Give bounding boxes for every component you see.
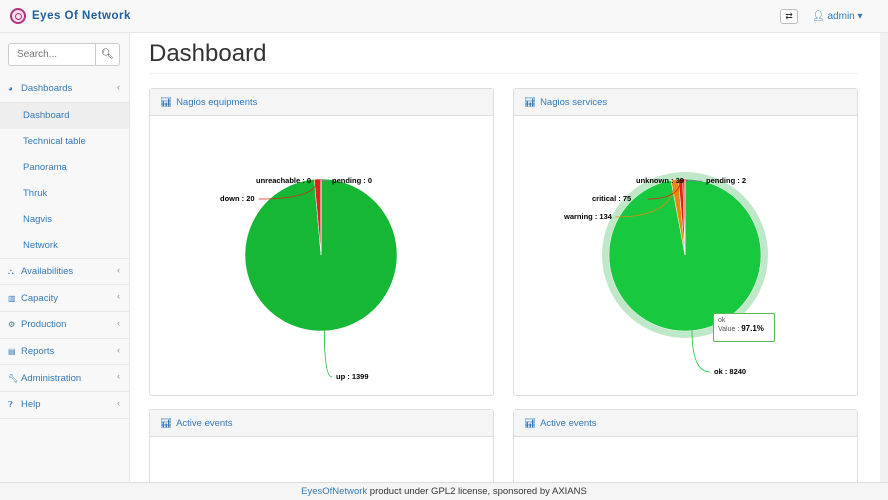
footer-text: product under GPL2 license, sponsored by… [367, 486, 587, 497]
toggle-view-button[interactable]: ⇄ [780, 9, 798, 24]
panel-title: Nagios services [540, 96, 608, 108]
tooltip-series: ok [718, 317, 726, 324]
tachometer-icon: ◕ [8, 84, 13, 94]
sidebar-subitem-technical-table[interactable]: Technical table [23, 136, 86, 148]
app-title: Eyes Of Network [32, 10, 131, 22]
bar-chart-icon: 📊︎ [524, 417, 537, 429]
sidebar-item-dashboards[interactable]: ◕ Dashboards ‹ [0, 76, 129, 103]
sidebar-item-label: Help [21, 399, 41, 411]
search-input[interactable] [9, 44, 95, 65]
sidebar-item-production[interactable]: ⚙ Production ‹ [0, 312, 129, 339]
sitemap-icon: ⛬ [8, 266, 14, 276]
file-icon: ▤ [8, 347, 16, 357]
sidebar-subitem-thruk[interactable]: Thruk [23, 188, 48, 200]
chevron-left-icon: ‹ [117, 264, 120, 275]
pie-label-connector [320, 178, 329, 182]
eyesofnetwork-link[interactable]: EyesOfNetwork [301, 486, 368, 497]
sidebar-item-reports[interactable]: ▤ Reports ‹ [0, 339, 129, 366]
sidebar-item-label: Availabilities [21, 266, 74, 278]
pie-label-connector [615, 179, 676, 218]
pie-label-unreachable: unreachable : 0 [256, 176, 312, 185]
chart-tooltip: ok Value : 97.1% [713, 313, 775, 342]
pie-label-unknown: unknown : 39 [636, 176, 684, 185]
sidebar-item-label: Dashboards [21, 83, 73, 95]
sidebar-item-label: Capacity [21, 292, 58, 304]
pie-label-down: down : 20 [220, 194, 255, 203]
pie-label-connector [647, 179, 681, 200]
user-menu[interactable]: 👤︎ admin ▾ [812, 11, 863, 22]
tooltip-label: Value : [718, 326, 740, 333]
sidebar-item-capacity[interactable]: ▥ Capacity ‹ [0, 285, 129, 313]
sidebar-item-label: Administration [21, 372, 82, 384]
pie-label-pending: pending : 2 [706, 176, 746, 185]
search-form: 🔍︎ [8, 43, 120, 66]
wrench-icon: 🔧︎ [8, 373, 19, 383]
pie-label-connector [684, 178, 703, 182]
sidebar-nav: ◕ Dashboards ‹ Dashboard Technical table P… [0, 76, 129, 419]
chevron-left-icon: ‹ [117, 344, 120, 355]
pie-label-ok: ok : 8240 [714, 367, 747, 376]
panel-title: Active events [540, 417, 597, 429]
panel-title: Active events [176, 417, 233, 429]
chevron-left-icon: ‹ [117, 82, 120, 92]
pie-label-pending: pending : 0 [332, 176, 372, 185]
pie-label-critical: critical : 75 [592, 194, 632, 203]
search-button[interactable]: 🔍︎ [95, 44, 119, 65]
panel-nagios-services: 📊︎ Nagios services ok : 8240 warning : 134… [513, 88, 858, 396]
exchange-icon: ⇄ [785, 11, 793, 21]
question-circle-icon: ❓︎ [8, 399, 13, 409]
chevron-left-icon: ‹ [117, 318, 120, 329]
bar-chart-icon: ▥ [8, 293, 16, 303]
sidebar-subitem-network[interactable]: Network [0, 233, 129, 259]
bar-chart-icon: 📊︎ [160, 417, 173, 429]
pie-label-up: up : 1399 [336, 372, 369, 381]
footer: EyesOfNetwork product under GPL2 license… [0, 482, 888, 500]
sidebar-subitem-dashboard[interactable]: Dashboard [0, 102, 129, 129]
brand-link[interactable]: Eyes Of Network [10, 8, 131, 24]
cogs-icon: ⚙ [8, 320, 16, 330]
bar-chart-icon: 📊︎ [160, 96, 173, 108]
sidebar-item-availabilities[interactable]: ⛬ Availabilities ‹ [0, 259, 129, 286]
pie-label-connector [691, 330, 711, 373]
eyes-of-network-logo-icon [10, 8, 26, 24]
search-icon: 🔍︎ [101, 49, 114, 60]
sidebar: 🔍︎ ◕ Dashboards ‹ Dashboard Technical tabl… [0, 33, 130, 483]
chevron-left-icon: ‹ [117, 371, 120, 382]
tooltip-value: 97.1% [741, 324, 764, 333]
user-icon: 👤︎ [812, 11, 825, 22]
pie-label-connector [323, 330, 333, 378]
pie-chart [602, 172, 768, 373]
top-navbar: Eyes Of Network ⇄ 👤︎ admin ▾ [0, 0, 888, 33]
panel-title: Nagios equipments [176, 96, 258, 108]
bar-chart-icon: 📊︎ [524, 96, 537, 108]
sidebar-subitem-panorama[interactable]: Panorama [23, 162, 67, 174]
pie-chart [244, 178, 398, 378]
scrollbar[interactable] [880, 33, 888, 482]
page-title: Dashboard [149, 40, 267, 67]
chevron-left-icon: ‹ [117, 398, 120, 409]
pie-label-warning: warning : 134 [564, 212, 612, 221]
sidebar-subitem-nagvis[interactable]: Nagvis [23, 214, 53, 226]
pie-label-connector [258, 179, 319, 200]
divider [149, 73, 858, 74]
user-name: admin [827, 11, 855, 22]
sidebar-item-label: Reports [21, 346, 55, 358]
sidebar-item-label: Production [21, 319, 67, 331]
sidebar-item-administration[interactable]: 🔧︎ Administration ‹ [0, 365, 129, 393]
sidebar-item-help[interactable]: ❓︎ Help ‹ [0, 392, 129, 419]
caret-down-icon: ▾ [857, 11, 863, 22]
chevron-left-icon: ‹ [117, 291, 120, 302]
panel-nagios-equipments: 📊︎ Nagios equipments up : 1399 down : 20 un… [149, 88, 494, 396]
